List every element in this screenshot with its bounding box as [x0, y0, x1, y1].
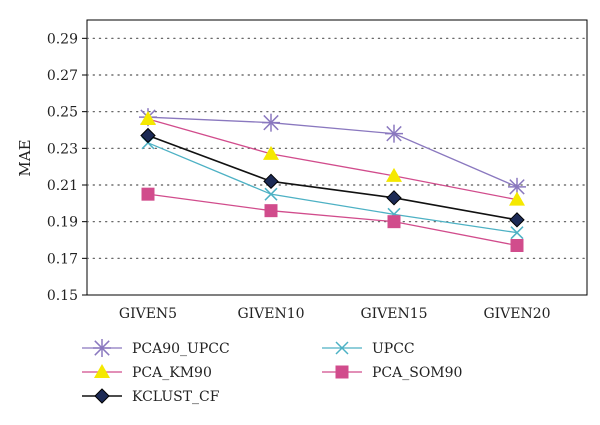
legend-item: PCA_KM90 — [82, 364, 212, 381]
legend-label: PCA_SOM90 — [372, 365, 462, 381]
plot-area — [86, 19, 588, 296]
y-tick-label: 0.21 — [47, 178, 78, 194]
x-tick-label: GIVEN5 — [119, 306, 177, 322]
data-point — [263, 145, 279, 160]
y-tick-label: 0.25 — [47, 105, 78, 121]
series-group — [139, 108, 526, 252]
data-point — [510, 239, 524, 252]
data-point — [262, 113, 280, 132]
legend-label: PCA_KM90 — [132, 365, 212, 381]
data-point — [386, 167, 402, 182]
data-point — [140, 111, 156, 125]
data-point — [264, 187, 278, 201]
data-point — [385, 124, 403, 143]
data-point — [386, 190, 402, 206]
series-line — [147, 142, 518, 234]
series-line — [147, 134, 518, 221]
legend: PCA90_UPCC UPCC PCA_KM90 PCA_SOM90 KCLUST_CF — [82, 339, 462, 405]
y-tick-label: 0.29 — [47, 31, 78, 47]
legend-item: KCLUST_CF — [82, 388, 220, 405]
series-pca-som90 — [141, 187, 524, 252]
legend-label: UPCC — [372, 341, 415, 357]
y-tick-label: 0.27 — [47, 68, 78, 84]
data-point — [140, 127, 156, 144]
legend-item: UPCC — [322, 341, 415, 357]
x-axis-ticks: GIVEN5 GIVEN10 GIVEN15 GIVEN20 — [119, 306, 551, 322]
data-point — [509, 212, 525, 228]
y-tick-label: 0.17 — [47, 251, 78, 267]
y-axis-ticks: 0.15 0.17 0.19 0.21 0.23 0.25 0.27 0.29 — [47, 31, 87, 304]
legend-item: PCA_SOM90 — [322, 365, 462, 381]
series-pca-km90 — [140, 111, 525, 206]
gridlines — [86, 37, 588, 259]
x-tick-label: GIVEN15 — [360, 306, 427, 322]
x-tick-label: GIVEN10 — [237, 306, 304, 322]
y-axis-title: MAE — [16, 139, 34, 176]
data-point — [509, 191, 525, 206]
data-point — [141, 187, 155, 201]
x-tick-label: GIVEN20 — [483, 306, 550, 322]
y-tick-label: 0.19 — [47, 215, 78, 231]
legend-label: PCA90_UPCC — [132, 341, 230, 357]
series-line — [147, 193, 518, 247]
data-point — [264, 204, 278, 218]
data-point — [263, 173, 279, 190]
data-point — [387, 215, 401, 229]
legend-item: PCA90_UPCC — [82, 339, 230, 357]
series-line — [147, 118, 518, 201]
series-kclust-cf — [140, 127, 525, 228]
data-point — [510, 226, 524, 240]
legend-label: KCLUST_CF — [132, 389, 220, 405]
series-line — [147, 116, 518, 188]
y-tick-label: 0.23 — [47, 141, 78, 157]
y-tick-label: 0.15 — [47, 288, 78, 304]
